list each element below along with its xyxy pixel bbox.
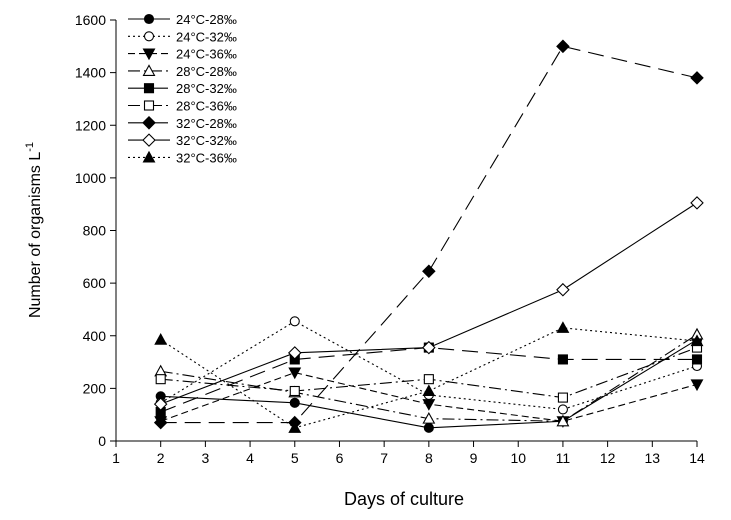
series-line-8 (160, 202, 698, 405)
x-tick-label: 10 (510, 450, 526, 466)
y-tick-label: 1200 (75, 117, 106, 133)
y-tick-label: 400 (83, 328, 107, 344)
x-tick-label: 7 (380, 450, 388, 466)
data-point-series-3 (422, 399, 436, 411)
legend-marker-2 (143, 31, 155, 42)
data-point-series-6 (155, 374, 166, 385)
legend-marker-7 (142, 116, 156, 130)
legend-label-8: 32°C-32‰ (176, 133, 237, 148)
data-point-series-9 (288, 421, 302, 433)
x-tick-label: 11 (556, 450, 571, 466)
legend-marker-3 (142, 48, 156, 61)
legend-marker-9 (142, 150, 156, 163)
data-point-series-6 (423, 374, 434, 385)
x-tick-label: 1 (112, 450, 120, 466)
x-tick-label: 6 (336, 450, 344, 466)
data-point-series-2 (289, 316, 300, 327)
legend-label-2: 24°C-32‰ (176, 29, 237, 44)
series-line-9 (160, 327, 698, 429)
series-line-7 (160, 45, 698, 424)
data-point-series-7 (556, 39, 570, 54)
y-tick-label: 0 (98, 433, 106, 449)
y-tick-label: 1000 (75, 170, 106, 186)
data-point-series-8 (690, 196, 704, 210)
data-point-series-7 (690, 71, 704, 85)
x-tick-label: 8 (425, 450, 433, 466)
legend-marker-4 (142, 64, 156, 76)
y-axis-label: Number of organisms L-1 (24, 142, 44, 318)
x-tick-label: 4 (246, 450, 254, 466)
data-point-series-9 (422, 384, 436, 397)
legend-label-9: 32°C-36‰ (176, 150, 237, 165)
data-point-series-9 (556, 321, 570, 333)
x-tick-label: 12 (600, 450, 616, 466)
data-point-series-7 (422, 264, 436, 279)
series-markers (153, 39, 704, 433)
series-lines (160, 45, 698, 429)
data-point-series-5 (691, 354, 703, 365)
x-tick-label: 2 (157, 450, 165, 466)
x-tick-label: 3 (201, 450, 209, 466)
data-point-series-1 (289, 397, 300, 408)
legend-label-5: 28°C-32‰ (176, 81, 237, 96)
legend-marker-5 (143, 83, 155, 94)
data-point-series-9 (154, 333, 168, 345)
x-tick-label: 14 (689, 450, 705, 466)
legend-marker-8 (142, 133, 156, 147)
data-point-series-9 (690, 334, 704, 347)
data-point-series-4 (422, 411, 436, 424)
data-point-series-8 (556, 282, 570, 297)
data-point-series-6 (557, 392, 568, 403)
series-line-2 (160, 320, 698, 410)
data-point-series-3 (288, 367, 302, 380)
x-tick-label: 13 (645, 450, 661, 466)
data-point-series-5 (557, 354, 568, 365)
data-point-series-8 (422, 340, 436, 355)
legend-label-6: 28°C-36‰ (176, 99, 237, 114)
y-tick-label: 1400 (75, 65, 106, 81)
data-point-series-6 (289, 385, 300, 397)
data-point-series-2 (557, 404, 568, 415)
y-tick-label: 200 (83, 380, 107, 396)
x-tick-label: 5 (291, 450, 299, 466)
y-axis-label-text: Number of organisms L (27, 152, 44, 318)
x-tick-label: 9 (470, 450, 478, 466)
legend-label-4: 28°C-28‰ (176, 64, 237, 79)
y-tick-label: 800 (83, 223, 107, 239)
legend: 24°C-28‰ 24°C-32‰ 24°C-36‰ 28°C-28‰ 28°C-32‰… (128, 12, 237, 165)
x-axis-label: Days of culture (344, 489, 464, 509)
y-tick-label: 600 (83, 275, 107, 291)
y-axis-label-superscript: -1 (24, 142, 36, 152)
legend-marker-6 (143, 100, 155, 111)
data-point-series-8 (287, 346, 302, 360)
data-point-series-7 (153, 415, 168, 430)
data-point-series-1 (423, 422, 434, 433)
legend-label-7: 32°C-28‰ (176, 116, 237, 131)
data-point-series-8 (153, 397, 168, 411)
legend-marker-1 (143, 13, 155, 25)
data-point-series-3 (690, 379, 704, 392)
legend-label-3: 24°C-36‰ (176, 47, 237, 62)
y-tick-label: 1600 (75, 12, 106, 28)
legend-label-1: 24°C-28‰ (176, 12, 237, 27)
data-point-series-4 (556, 414, 570, 427)
